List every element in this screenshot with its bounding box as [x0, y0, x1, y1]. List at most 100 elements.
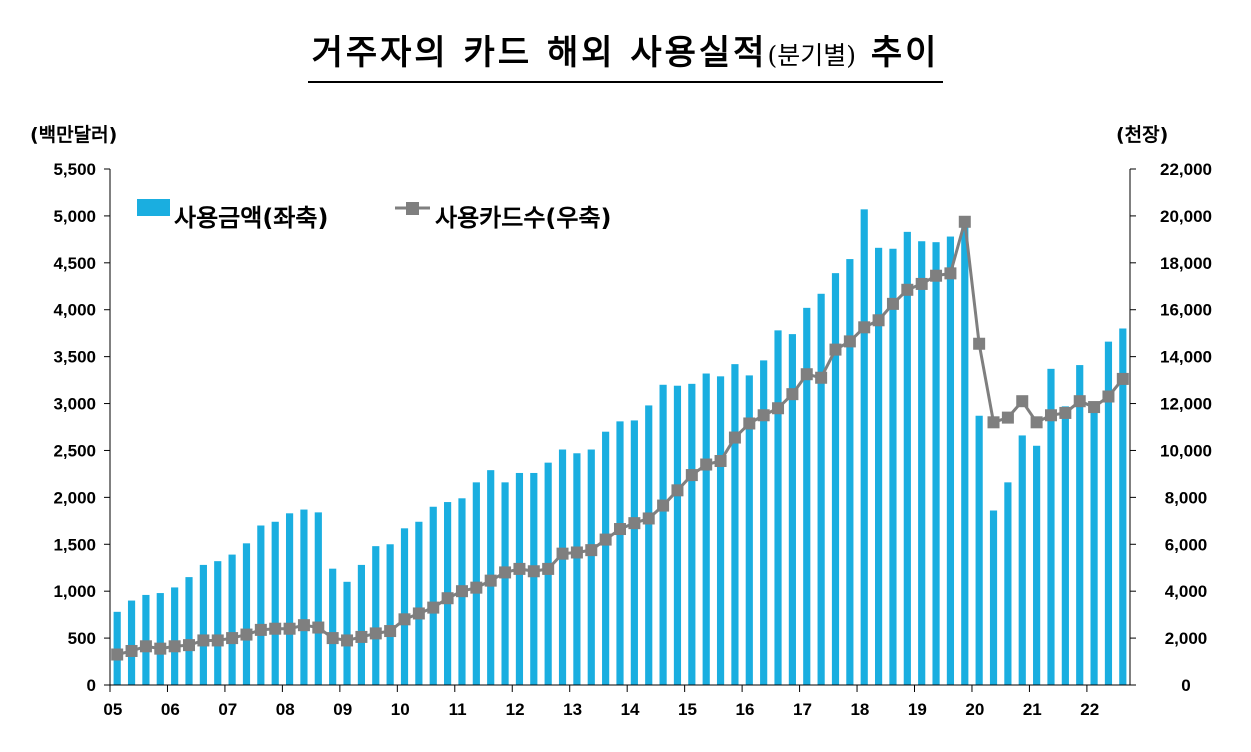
bar	[113, 611, 121, 685]
right-tick-label: 0	[1181, 676, 1190, 695]
bar	[602, 431, 610, 685]
line-marker	[886, 297, 899, 310]
line-marker	[1116, 372, 1129, 385]
line-marker	[197, 634, 210, 647]
line-marker	[585, 544, 598, 557]
line-marker	[398, 613, 411, 626]
line-marker	[599, 533, 612, 546]
line-marker	[183, 639, 196, 652]
legend-line-label: 사용카드수(우축)	[435, 204, 612, 232]
line-marker	[657, 499, 670, 512]
legend-line-marker	[406, 202, 419, 215]
left-tick-label: 3,500	[53, 348, 96, 367]
bar	[558, 449, 567, 685]
line-marker	[297, 619, 310, 632]
legend-bar-swatch	[137, 199, 170, 216]
bar	[271, 521, 279, 685]
chart-title-wrap: 거주자의 카드 해외 사용실적(분기별) 추이	[0, 30, 1251, 83]
right-tick-label: 2,000	[1165, 629, 1208, 648]
line-marker	[628, 517, 641, 530]
bar	[214, 561, 222, 685]
right-tick-label: 4,000	[1165, 582, 1208, 601]
bar	[875, 247, 883, 685]
line-marker	[269, 622, 282, 635]
bar	[1104, 341, 1113, 685]
left-tick-label: 4,500	[53, 254, 96, 273]
line-marker	[944, 267, 957, 280]
bar	[156, 593, 164, 685]
line-marker	[513, 562, 526, 575]
line-marker	[326, 632, 339, 645]
bar	[127, 600, 136, 685]
x-tick-label: 13	[563, 700, 582, 719]
bar	[343, 581, 351, 685]
line-marker	[714, 455, 727, 468]
right-tick-label: 12,000	[1160, 395, 1212, 414]
line-marker	[786, 388, 799, 401]
right-tick-label: 14,000	[1160, 348, 1212, 367]
line-marker	[829, 343, 842, 356]
bar	[702, 373, 710, 685]
bar	[1047, 368, 1055, 685]
bar	[142, 594, 150, 685]
line-marker	[1044, 409, 1057, 422]
line-marker	[355, 630, 368, 643]
chart-title-paren: (분기별)	[767, 41, 856, 70]
line-marker	[1016, 395, 1029, 408]
line-marker	[958, 215, 971, 228]
bar	[946, 236, 955, 686]
line-marker	[642, 512, 655, 525]
right-axis-unit: (천장)	[1116, 124, 1169, 146]
line-marker	[915, 277, 928, 290]
line-marker	[1030, 416, 1043, 429]
left-tick-label: 1,000	[53, 582, 96, 601]
right-tick-label: 20,000	[1160, 207, 1212, 226]
bar	[185, 577, 193, 685]
bar	[199, 564, 207, 685]
line-marker	[685, 469, 698, 482]
bar	[530, 472, 538, 685]
line-marker	[125, 644, 138, 657]
bar	[630, 420, 638, 685]
bar	[673, 385, 682, 685]
line-marker	[369, 627, 382, 640]
bar	[1004, 482, 1012, 685]
bar	[846, 259, 854, 685]
line-marker	[987, 416, 1000, 429]
bar	[372, 546, 380, 685]
x-tick-label: 14	[621, 700, 640, 719]
bar	[975, 415, 983, 685]
bar	[285, 513, 294, 685]
line-marker	[111, 648, 124, 661]
line-marker	[168, 640, 181, 653]
x-tick-label: 11	[449, 700, 467, 719]
line-marker	[527, 565, 540, 578]
bar	[774, 330, 782, 685]
line-marker	[470, 581, 483, 594]
left-tick-label: 1,500	[53, 535, 96, 554]
bar	[760, 360, 768, 685]
bar	[573, 453, 581, 685]
bar	[228, 554, 236, 685]
bar	[659, 384, 667, 685]
left-tick-label: 2,000	[53, 488, 96, 507]
line-marker	[441, 592, 454, 605]
bar	[616, 421, 624, 685]
x-tick-label: 07	[218, 700, 237, 719]
bar	[961, 221, 969, 686]
line-marker	[240, 628, 253, 641]
line-marker	[614, 523, 626, 536]
left-tick-label: 3,000	[53, 395, 96, 414]
line-marker	[211, 634, 224, 647]
chart-title: 거주자의 카드 해외 사용실적(분기별) 추이	[307, 30, 944, 83]
bar	[415, 521, 423, 685]
bar	[688, 383, 696, 685]
bar	[716, 376, 725, 685]
line-marker	[312, 621, 325, 634]
bar	[932, 242, 940, 685]
line-marker	[728, 431, 741, 444]
bar	[889, 248, 897, 685]
right-tick-label: 16,000	[1160, 301, 1212, 320]
bar	[745, 375, 753, 685]
chart-title-tail: 추이	[870, 33, 940, 73]
